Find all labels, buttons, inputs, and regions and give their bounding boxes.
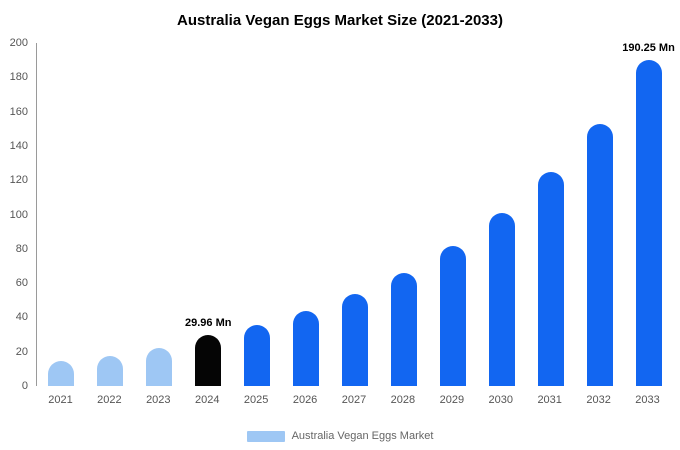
x-tick-label: 2030 <box>488 394 513 406</box>
x-tick-label: 2027 <box>341 394 367 406</box>
bar-slot <box>428 43 477 386</box>
bar-value-label: 190.25 Mn <box>622 41 675 54</box>
chart-title: Australia Vegan Eggs Market Size (2021-2… <box>177 12 503 29</box>
x-tick-label: 2033 <box>635 394 660 406</box>
x-tick-label: 2026 <box>292 394 318 406</box>
bar-2024 <box>195 334 222 386</box>
x-tick-label: 2031 <box>537 394 562 406</box>
bar-slot <box>575 43 624 386</box>
bar-2022 <box>97 356 124 386</box>
x-tick-label: 2022 <box>97 394 122 406</box>
y-tick-label: 180 <box>9 71 28 84</box>
plot-area: 29.96 Mn 190.25 Mn <box>36 41 675 386</box>
bar-slot <box>282 43 331 386</box>
y-tick-label: 140 <box>9 139 28 152</box>
bar-slot <box>86 43 135 386</box>
bar-2025 <box>244 325 271 386</box>
y-tick-label: 40 <box>15 311 28 324</box>
bar-2023 <box>146 347 173 386</box>
bar-slot: 29.96 Mn <box>184 43 233 386</box>
y-tick-label: 160 <box>9 105 28 118</box>
x-axis-labels: 2021 2022 2023 2024 2025 2026 2027 2028 2029 2030… <box>36 394 672 406</box>
y-tick-label: 100 <box>9 208 28 221</box>
y-tick-label: 80 <box>15 242 28 255</box>
bar-2031 <box>537 172 564 386</box>
bar-2032 <box>586 124 613 386</box>
bar-slot <box>135 43 184 386</box>
bar-slot: 190.25 Mn <box>622 41 675 386</box>
bar-slot <box>379 43 428 386</box>
bar-2021 <box>48 361 75 386</box>
y-tick-label: 200 <box>9 37 28 49</box>
x-tick-label: 2032 <box>586 394 611 406</box>
legend-label: Australia Vegan Eggs Market <box>291 430 434 442</box>
y-tick-label: 20 <box>15 345 28 358</box>
bar-slot <box>331 43 380 386</box>
bar-2027 <box>341 294 368 386</box>
bar-2026 <box>293 311 320 386</box>
bar-2033 <box>635 59 662 386</box>
bar-value-label: 29.96 Mn <box>184 316 232 329</box>
y-tick-label: 120 <box>9 174 28 187</box>
bar-2028 <box>390 272 417 386</box>
bar-slot <box>233 43 282 386</box>
bar-2029 <box>439 246 466 386</box>
y-tick-label: 60 <box>15 277 28 290</box>
bar-2030 <box>488 212 515 386</box>
y-axis: 0 20 40 60 80 100 120 140 160 180 200 <box>0 37 30 392</box>
y-tick-label: 0 <box>21 380 28 392</box>
x-tick-label: 2029 <box>439 394 465 406</box>
x-tick-label: 2024 <box>194 394 220 406</box>
bar-slot <box>37 43 86 386</box>
legend-swatch-icon <box>246 430 285 442</box>
x-tick-label: 2023 <box>146 394 171 406</box>
x-tick-label: 2021 <box>48 394 73 406</box>
legend[interactable]: Australia Vegan Eggs Market <box>0 430 680 442</box>
x-tick-label: 2025 <box>243 394 269 406</box>
x-tick-label: 2028 <box>390 394 416 406</box>
bar-slot <box>477 43 526 386</box>
bar-slot <box>526 43 575 386</box>
